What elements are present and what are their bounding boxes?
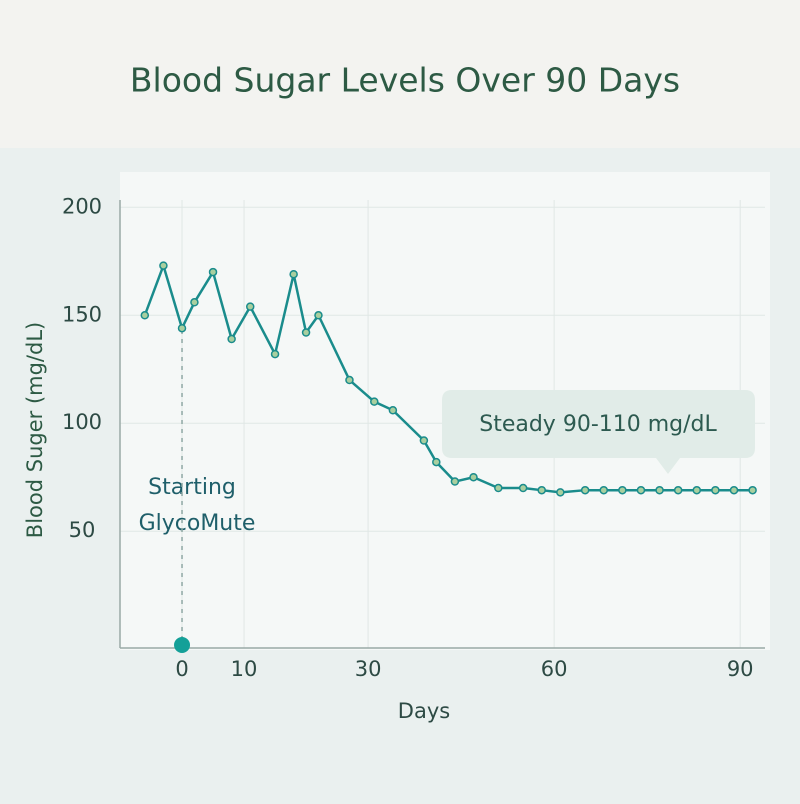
point <box>301 328 311 337</box>
point <box>190 298 199 307</box>
point <box>673 485 683 495</box>
x-tick-label: 60 <box>541 657 568 681</box>
point <box>711 485 720 495</box>
point <box>494 483 503 493</box>
point <box>450 477 460 486</box>
point <box>177 323 187 333</box>
point <box>314 311 323 320</box>
point <box>345 375 354 385</box>
y-axis-label: Blood Suger (mg/dL) <box>23 322 47 538</box>
start-annotation: GlycoMute <box>139 511 256 536</box>
x-tick-label: 30 <box>355 657 382 681</box>
point <box>227 334 236 344</box>
x-tick-label: 90 <box>727 657 754 681</box>
point <box>556 488 565 497</box>
callout-box <box>442 390 755 474</box>
point <box>537 485 546 495</box>
point <box>388 406 398 415</box>
x-tick-label: 0 <box>175 657 188 681</box>
point <box>580 485 590 495</box>
point <box>289 269 298 279</box>
point <box>469 472 478 482</box>
point <box>208 267 218 277</box>
point <box>618 485 627 495</box>
point <box>159 261 168 270</box>
x-tick-label: 10 <box>231 657 258 681</box>
y-tick-label: 50 <box>69 518 96 542</box>
point <box>518 483 528 493</box>
steady-callout: Steady 90-110 mg/dL <box>442 390 755 474</box>
point <box>748 485 757 495</box>
point <box>655 485 664 495</box>
start-dot <box>174 637 191 653</box>
point <box>636 485 646 495</box>
point <box>432 457 441 467</box>
point <box>599 485 608 495</box>
chart-title: Blood Sugar Levels Over 90 Days <box>130 61 680 100</box>
point <box>245 302 255 311</box>
point <box>729 485 739 495</box>
x-axis-label: Days <box>398 699 450 723</box>
y-tick-label: 100 <box>62 410 102 434</box>
point <box>692 485 702 495</box>
point <box>270 349 280 359</box>
y-tick-label: 200 <box>62 194 102 218</box>
point <box>370 397 379 406</box>
callout-text: Steady 90-110 mg/dL <box>479 412 717 437</box>
y-tick-label: 150 <box>62 302 102 326</box>
start-annotation: Starting <box>148 475 236 500</box>
point <box>140 311 150 320</box>
point <box>419 436 429 445</box>
header-band <box>0 0 800 148</box>
